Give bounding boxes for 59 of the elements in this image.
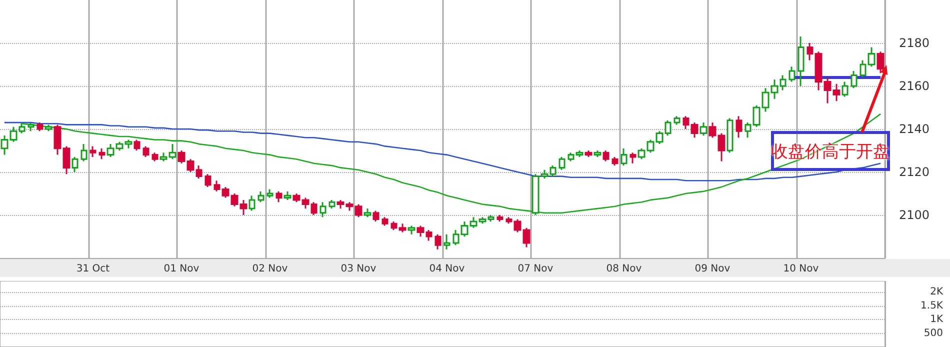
candlestick bbox=[28, 122, 34, 132]
candlestick bbox=[72, 156, 78, 173]
candlestick bbox=[612, 156, 618, 166]
y-tick-label: 2K bbox=[930, 286, 944, 298]
x-tick-label: 04 Nov bbox=[429, 264, 465, 274]
candlestick bbox=[328, 199, 336, 210]
candlestick bbox=[876, 50, 884, 74]
x-tick-label: 09 Nov bbox=[694, 264, 730, 274]
candlestick bbox=[80, 143, 88, 162]
candlestick bbox=[798, 36, 804, 87]
candlestick bbox=[258, 190, 264, 203]
candlestick bbox=[674, 115, 680, 126]
candlestick bbox=[320, 201, 326, 218]
candlestick bbox=[142, 145, 150, 158]
candlestick bbox=[444, 234, 450, 250]
candlestick bbox=[408, 225, 416, 236]
y-tick-label: 2100 bbox=[899, 208, 930, 222]
y-tick-label: 2160 bbox=[899, 79, 930, 93]
x-tick-label: 07 Nov bbox=[518, 264, 554, 274]
candlestick bbox=[726, 118, 734, 154]
candlestick bbox=[558, 156, 566, 171]
candlestick bbox=[382, 216, 388, 226]
candlestick bbox=[248, 194, 256, 212]
candlestick bbox=[90, 145, 96, 158]
candlestick bbox=[266, 188, 274, 199]
y-tick-label: 2140 bbox=[899, 122, 930, 136]
candlestick bbox=[850, 70, 858, 89]
y-tick-label: 500 bbox=[924, 328, 943, 339]
candlestick bbox=[788, 66, 796, 82]
candlestick bbox=[98, 148, 106, 160]
candlestick bbox=[620, 148, 628, 166]
candlestick bbox=[584, 150, 592, 158]
x-tick-label: 10 Nov bbox=[783, 264, 819, 274]
candlestick bbox=[372, 210, 380, 222]
candlestick bbox=[434, 234, 442, 250]
candlestick bbox=[842, 80, 848, 98]
candlestick bbox=[700, 122, 708, 136]
candlestick bbox=[630, 152, 636, 164]
x-tick-label: 03 Nov bbox=[340, 264, 376, 274]
candlestick bbox=[276, 190, 282, 203]
candlestick bbox=[594, 150, 602, 158]
x-tick-label: 08 Nov bbox=[606, 264, 642, 274]
candlestick bbox=[496, 214, 504, 222]
candlestick bbox=[36, 122, 44, 132]
candlestick bbox=[602, 150, 610, 162]
candlestick bbox=[736, 115, 742, 138]
candlestick bbox=[364, 208, 372, 218]
x-tick-label: 02 Nov bbox=[252, 264, 288, 274]
y-tick-label: 1K bbox=[930, 314, 944, 325]
y-tick-label: 1.5K bbox=[920, 300, 944, 312]
candlestick bbox=[152, 152, 158, 162]
y-tick-label: 2180 bbox=[899, 36, 930, 50]
candlestick bbox=[204, 173, 212, 188]
y-tick-label: 2120 bbox=[899, 165, 930, 179]
x-tick-label: 31 Oct bbox=[76, 264, 110, 274]
candlestick bbox=[134, 139, 140, 152]
x-tick-label: 01 Nov bbox=[164, 264, 200, 274]
candlestick bbox=[284, 190, 292, 201]
candlestick bbox=[44, 124, 52, 132]
